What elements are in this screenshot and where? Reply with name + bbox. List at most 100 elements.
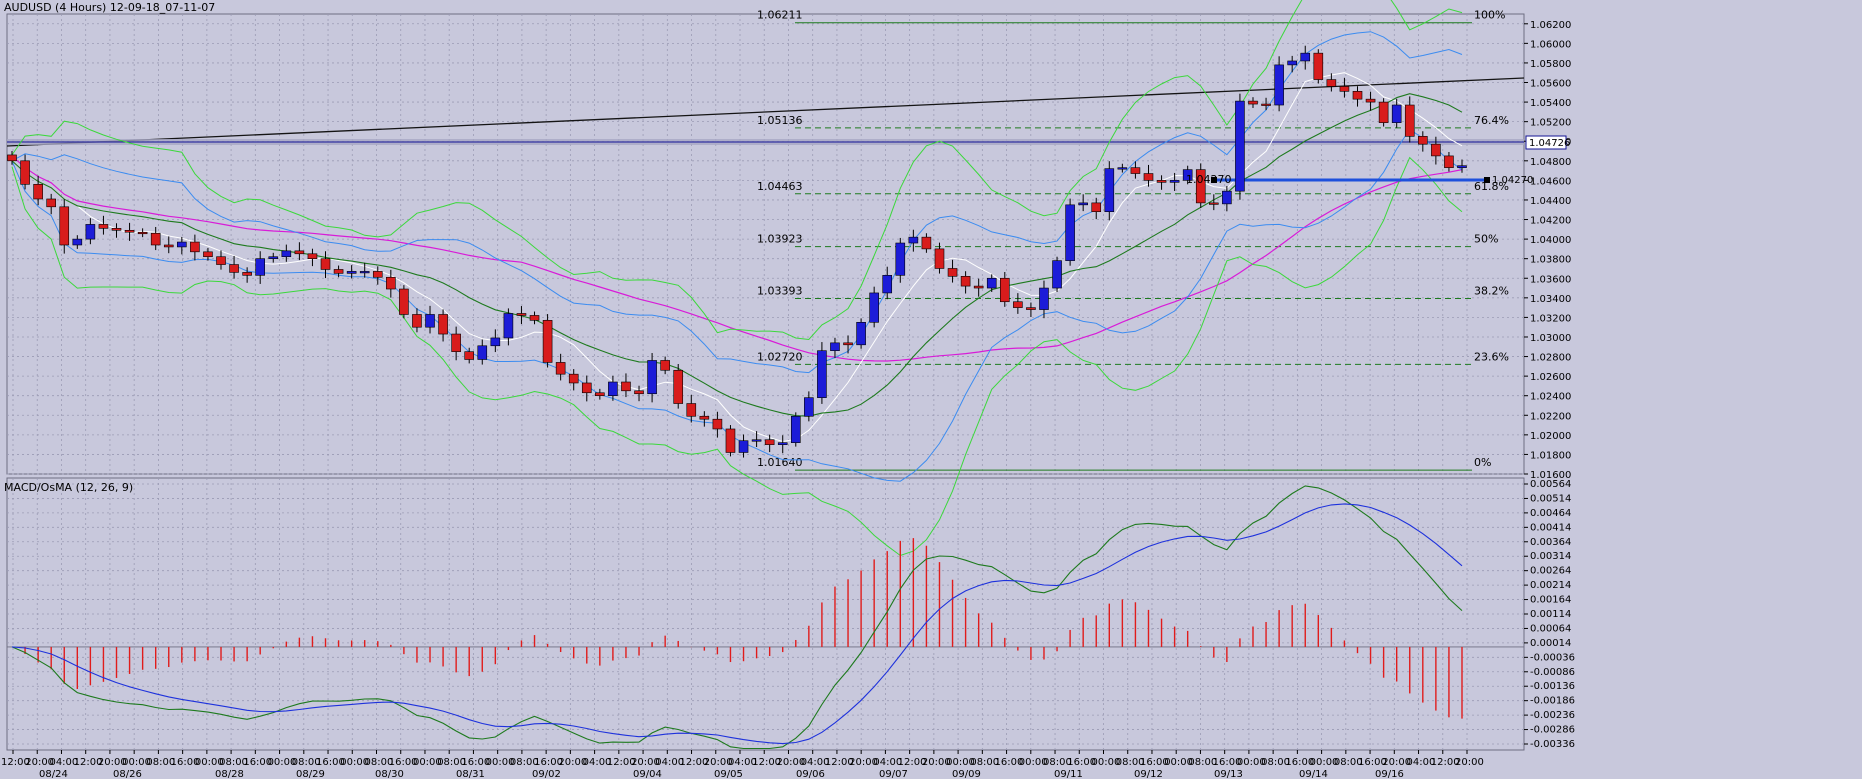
marker-label: 1.04270 [1186, 173, 1232, 186]
time-tick-label: 00:00 [122, 757, 151, 768]
bull-candle [1052, 260, 1062, 289]
bull-candle [1300, 52, 1311, 62]
bull-candle [830, 342, 840, 351]
bear-candle [20, 160, 30, 185]
date-label: 09/04 [633, 769, 662, 779]
date-label: 09/12 [1134, 769, 1163, 779]
bear-candle [1143, 173, 1154, 181]
date-label: 09/06 [796, 769, 825, 779]
time-tick-label: 04:00 [655, 757, 684, 768]
time-tick-label: 04:00 [728, 757, 757, 768]
time-tick-label: 16:00 [243, 757, 272, 768]
bull-candle [647, 360, 657, 395]
bull-candle [177, 241, 187, 248]
fib-pct-label: 0% [1474, 456, 1491, 469]
price-tick-label: 1.03800 [1530, 255, 1571, 266]
time-tick-label: 04:00 [49, 757, 78, 768]
bear-candle [307, 253, 318, 259]
fib-pct-label: 76.4% [1474, 114, 1509, 127]
upper-envelope [11, 31, 1463, 374]
macd-tick-label: -0.00236 [1530, 710, 1575, 721]
price-tick-label: 1.02400 [1530, 392, 1571, 403]
time-tick-label: 20:00 [776, 757, 805, 768]
time-tick-label: 16:00 [316, 757, 345, 768]
bull-candle [268, 256, 279, 259]
date-label: 09/02 [532, 769, 561, 779]
date-label: 08/31 [456, 769, 485, 779]
bear-candle [764, 439, 775, 445]
macd-axis: 0.00564 0.00514 0.00464 0.00414 0.00364 0.003… [1524, 479, 1575, 750]
bear-candle [320, 258, 331, 270]
bear-candle [1404, 104, 1415, 137]
time-tick-label: 12:00 [1431, 757, 1460, 768]
time-tick-label: 00:00 [486, 757, 515, 768]
bear-candle [451, 333, 461, 352]
time-tick-label: 12:00 [607, 757, 636, 768]
fib-price-label: 1.06211 [757, 9, 803, 22]
price-tick-label: 1.04200 [1530, 216, 1571, 227]
price-tick-label: 1.02800 [1530, 353, 1571, 364]
macd-tick-label: 0.00564 [1530, 479, 1571, 490]
time-tick-label: 16:00 [389, 757, 418, 768]
time-tick-label: 20:00 [1455, 757, 1484, 768]
macd-tick-label: -0.00336 [1530, 739, 1575, 750]
price-axis: 1.06200 1.06000 1.05800 1.05600 1.05400 1.052… [1524, 20, 1571, 481]
bear-candle [621, 381, 631, 392]
bull-candle [72, 238, 83, 246]
time-tick-label: 00:00 [1019, 757, 1048, 768]
bear-candle [137, 231, 148, 235]
slow-ma-line [11, 93, 1463, 417]
time-tick-label: 08:00 [970, 757, 999, 768]
bear-candle [516, 313, 527, 316]
time-tick-label: 00:00 [1237, 757, 1266, 768]
fib-pct-label: 50% [1474, 233, 1498, 246]
window-title: AUDUSD (4 Hours) 12-09-18_07-11-07 [4, 1, 215, 14]
fib-pct-label: 61.8% [1474, 180, 1509, 193]
time-tick-label: 08:00 [219, 757, 248, 768]
time-tick-label: 16:00 [1358, 757, 1387, 768]
bear-candle [46, 198, 56, 208]
macd-tick-label: 0.00364 [1530, 537, 1571, 548]
fibonacci-retracement: 1.06211 100% 1.05136 76.4% 1.04463 61.8% 1.039… [757, 9, 1509, 471]
time-tick-label: 08:00 [1116, 757, 1145, 768]
bear-candle [33, 183, 43, 200]
time-tick-label: 16:00 [1285, 757, 1314, 768]
bear-candle [386, 276, 396, 290]
price-panel [6, 13, 1525, 475]
bear-candle [1026, 307, 1036, 310]
bull-candle [895, 242, 906, 276]
bear-candle [699, 415, 710, 420]
bear-candle [555, 362, 566, 375]
bull-candle [856, 321, 866, 346]
bear-candle [999, 277, 1010, 303]
time-tick-label: 16:00 [1140, 757, 1169, 768]
fib-pct-label: 38.2% [1474, 285, 1509, 298]
bear-candle [921, 236, 932, 250]
time-tick-label: 00:00 [195, 757, 224, 768]
level-anchor-left[interactable] [1211, 177, 1217, 183]
bull-candle [1274, 64, 1284, 106]
bear-candle [229, 264, 239, 273]
bull-candle [1169, 180, 1180, 183]
bear-candle [529, 315, 540, 321]
bear-candle [190, 241, 200, 253]
macd-tick-label: -0.00136 [1530, 681, 1575, 692]
time-tick-label: 04:00 [1407, 757, 1436, 768]
time-tick-label: 00:00 [1310, 757, 1339, 768]
bear-candle [712, 418, 723, 430]
price-tick-label: 1.01800 [1530, 450, 1571, 461]
bull-candle [869, 292, 879, 323]
price-tick-label: 1.05800 [1530, 59, 1571, 70]
bear-candle [1352, 91, 1363, 100]
bull-candle [1457, 165, 1467, 168]
date-label: 09/14 [1299, 769, 1328, 779]
bear-candle [1195, 169, 1206, 204]
bull-candle [882, 275, 893, 294]
bull-candle [346, 271, 357, 274]
bear-candle [1378, 101, 1389, 123]
lower-bollinger [11, 156, 1463, 557]
bear-candle [947, 268, 958, 277]
price-tick-label: 1.06200 [1530, 20, 1571, 31]
price-tick-label: 1.06000 [1530, 39, 1571, 50]
level-anchor-right[interactable] [1484, 177, 1490, 183]
